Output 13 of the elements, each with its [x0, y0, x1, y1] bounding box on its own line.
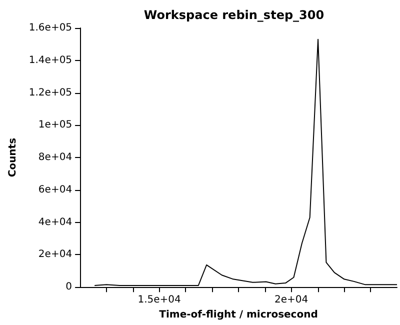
chart-title: Workspace rebin_step_300 — [144, 8, 324, 22]
y-tick-label: 8e+04 — [38, 152, 72, 164]
y-tick-label: 6e+04 — [38, 184, 72, 196]
y-axis-title: Counts — [8, 138, 18, 178]
y-tick-label: 1.2e+05 — [28, 87, 72, 98]
y-tick-label: 1e+05 — [38, 120, 72, 131]
x-axis-title: Time-of-flight / microsecond — [159, 310, 318, 320]
y-tick-label: 4e+04 — [38, 216, 72, 228]
y-tick-label: 1.4e+05 — [28, 54, 72, 66]
x-tick-label: 1.5e+04 — [138, 294, 181, 306]
y-tick-label: 1.6e+05 — [28, 22, 72, 34]
y-tick-label: 2e+04 — [38, 249, 72, 260]
y-tick-label: 0 — [66, 282, 72, 293]
